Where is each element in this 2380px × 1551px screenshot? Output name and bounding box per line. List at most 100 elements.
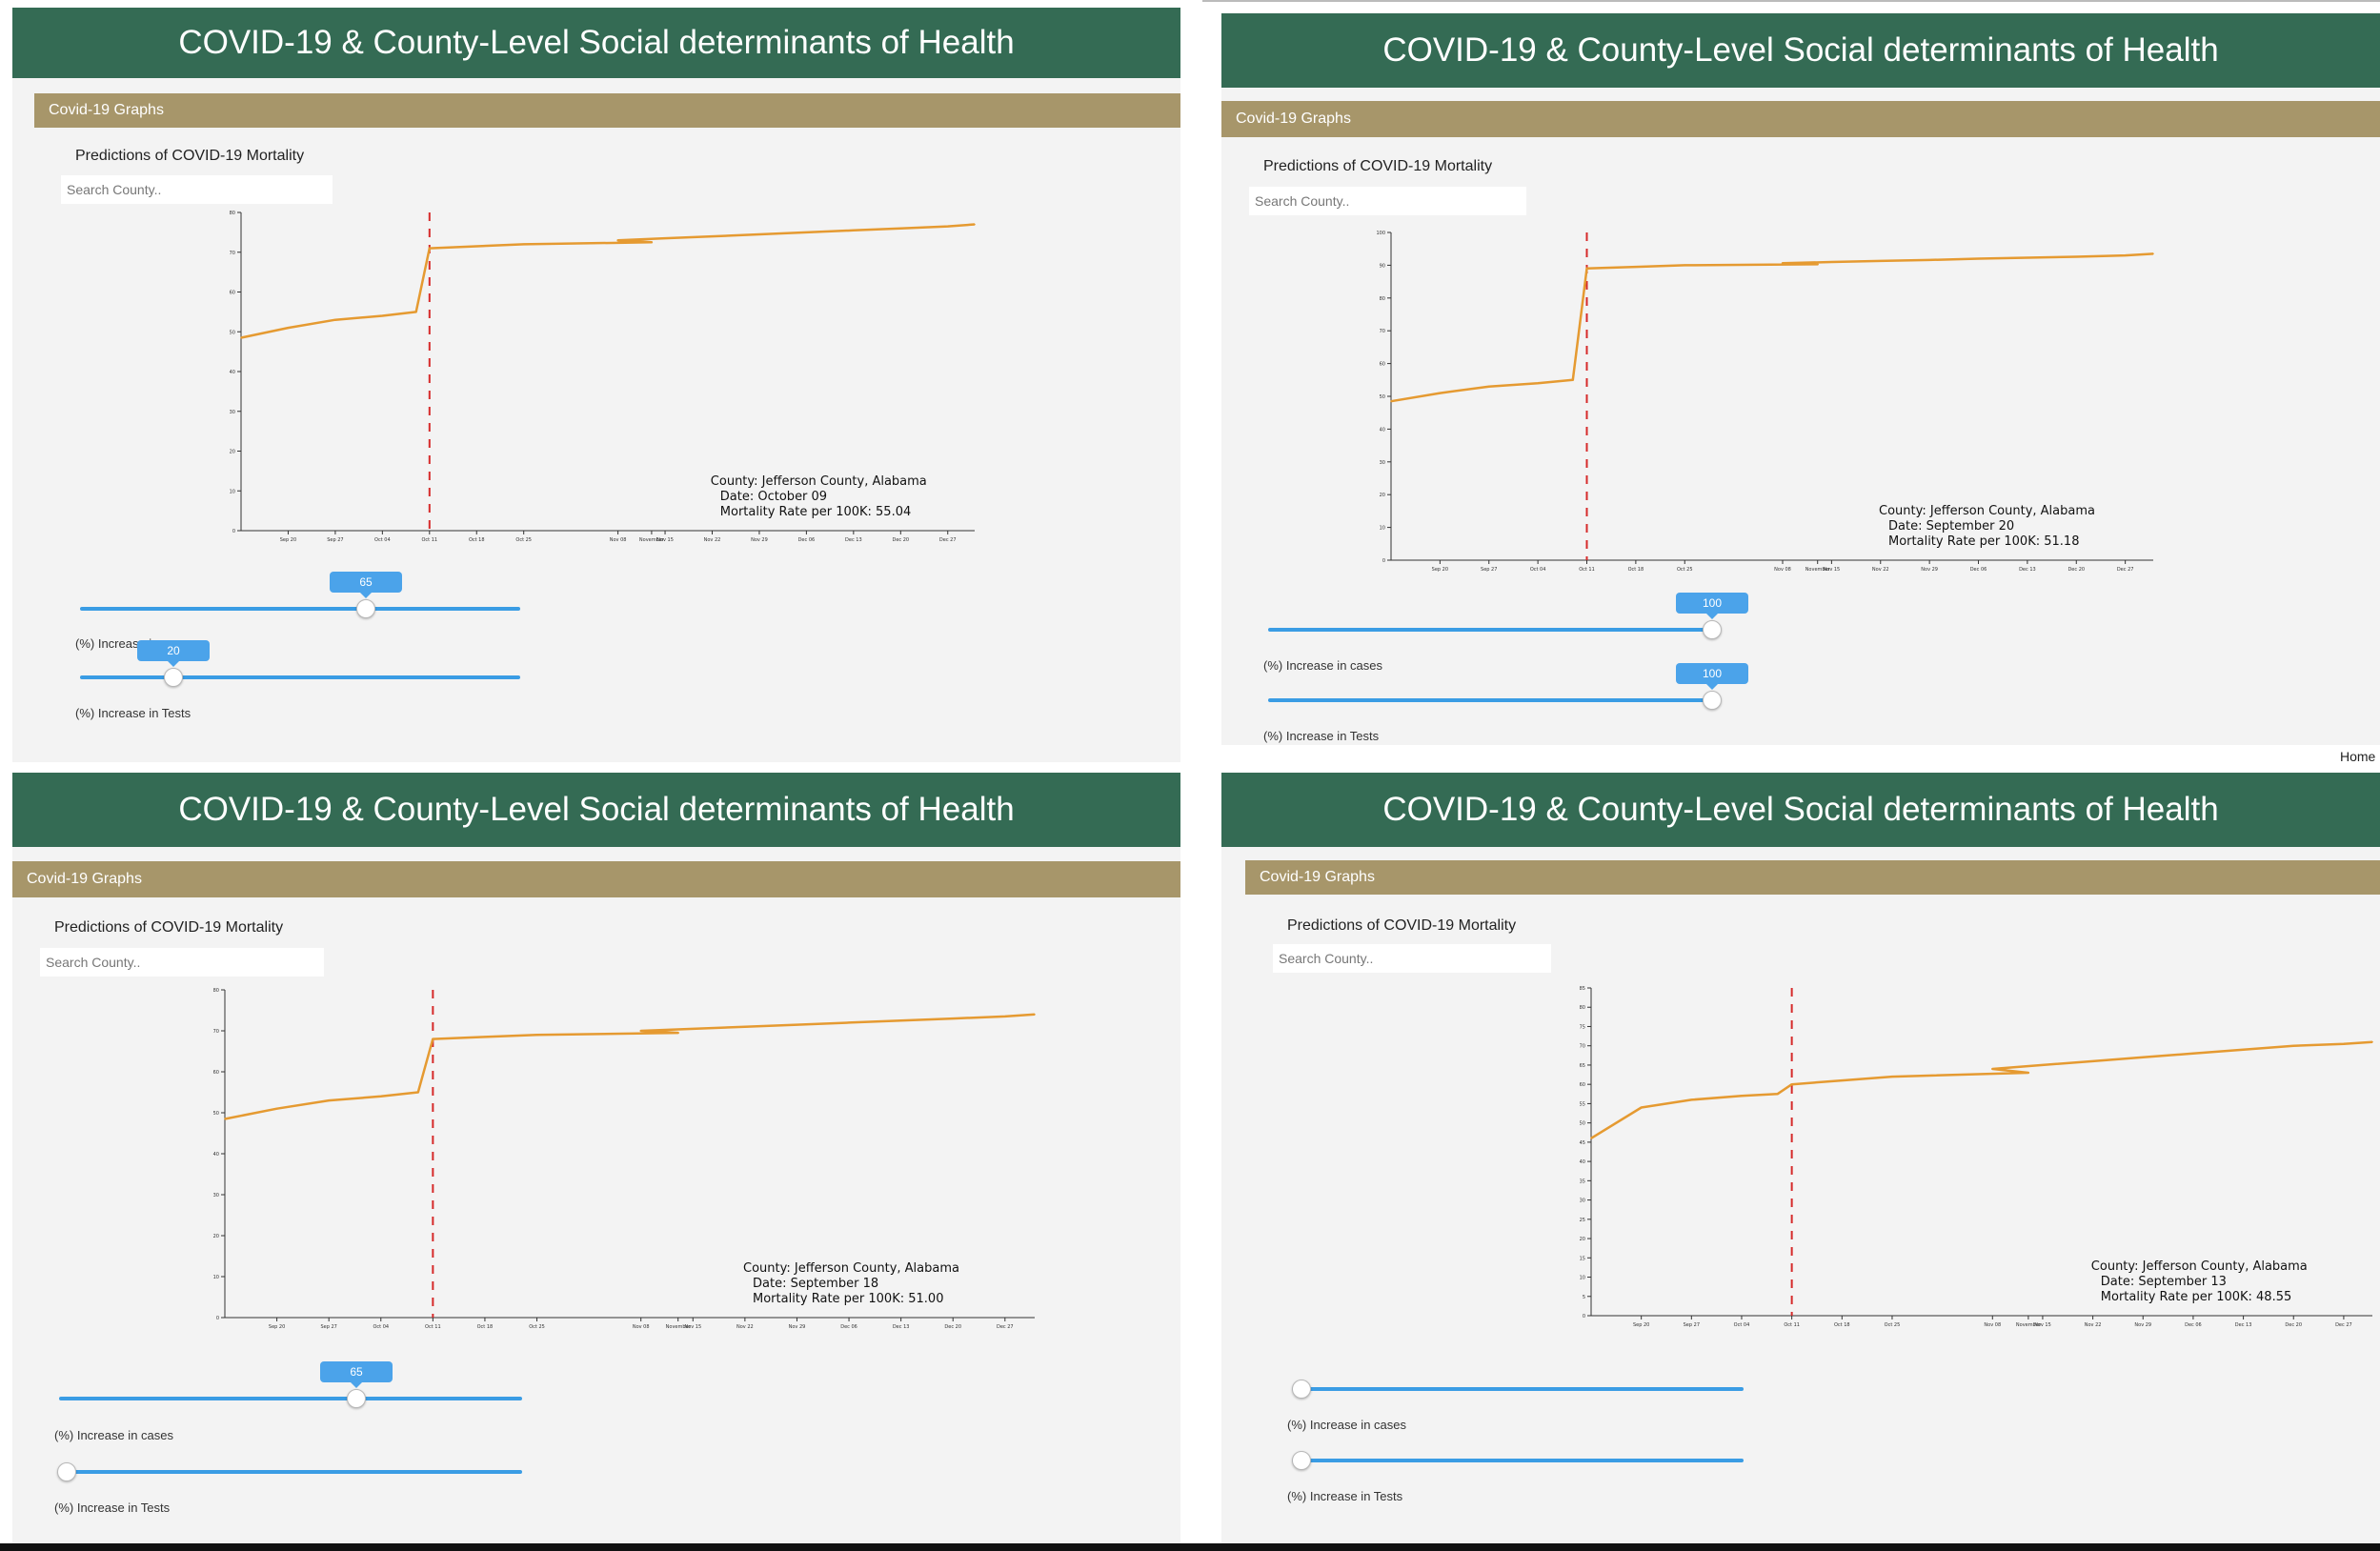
series-point bbox=[475, 245, 478, 248]
x-tick-label: Dec 06 bbox=[840, 1324, 857, 1330]
info-county: County: Jefferson County, Alabama bbox=[1879, 504, 2095, 518]
slider-track[interactable] bbox=[1268, 628, 1711, 632]
x-tick-label: Sep 27 bbox=[1684, 1322, 1700, 1328]
y-tick-label: 10 bbox=[1580, 1276, 1585, 1281]
info-mortality-rate: Mortality Rate per 100K: 51.18 bbox=[1888, 534, 2079, 549]
chart-subtitle: Predictions of COVID-19 Mortality bbox=[54, 919, 284, 936]
y-tick-label: 80 bbox=[230, 211, 235, 216]
mortality-line-chart: 0 10 20 30 40 50 60 70 80 90 100 Sep 20 Sep 27 Oct 04… bbox=[1376, 231, 2154, 573]
x-tick-label: Dec 27 bbox=[997, 1324, 1014, 1330]
y-tick-label: 80 bbox=[213, 988, 219, 994]
series-point bbox=[1590, 1138, 1592, 1139]
series-point bbox=[952, 1017, 955, 1019]
x-tick-label: Oct 11 bbox=[1579, 567, 1595, 573]
y-tick-label: 50 bbox=[230, 330, 235, 335]
y-tick-label: 20 bbox=[213, 1234, 219, 1239]
slider-track[interactable] bbox=[1292, 1387, 1744, 1391]
info-mortality-rate: Mortality Rate per 100K: 55.04 bbox=[720, 505, 911, 519]
series-point bbox=[1690, 1098, 1693, 1101]
slider-track[interactable] bbox=[59, 1470, 522, 1474]
series-point bbox=[428, 247, 431, 250]
slider-thumb[interactable] bbox=[1292, 1451, 1311, 1470]
dashboard-panel-4: COVID-19 & County-Level Social determina… bbox=[1221, 773, 2380, 1543]
x-tick-label: Dec 06 bbox=[2185, 1322, 2202, 1328]
series-point bbox=[616, 239, 619, 242]
x-tick-label: Nov 22 bbox=[704, 537, 721, 543]
slider-track[interactable] bbox=[80, 675, 520, 679]
y-tick-label: 60 bbox=[1580, 1082, 1585, 1088]
mortality-line-chart: 0 10 20 30 40 50 60 70 80 Sep 20 Sep 27 Oct 04 Oct 1… bbox=[213, 988, 1036, 1330]
tab-covid-graphs[interactable]: Covid-19 Graphs bbox=[1245, 860, 2380, 895]
slider-thumb[interactable] bbox=[1703, 691, 1722, 710]
y-tick-label: 15 bbox=[1580, 1256, 1585, 1261]
x-tick-label: Nov 08 bbox=[1984, 1322, 2001, 1328]
y-tick-label: 55 bbox=[1580, 1101, 1585, 1107]
slider-tooltip: 100 bbox=[1676, 663, 1748, 690]
slider-thumb[interactable] bbox=[57, 1462, 76, 1481]
info-date: Date: September 13 bbox=[2101, 1275, 2227, 1289]
y-tick-label: 30 bbox=[213, 1193, 219, 1198]
slider-tooltip: 65 bbox=[320, 1361, 393, 1388]
chart-subtitle: Predictions of COVID-19 Mortality bbox=[1287, 917, 1517, 934]
series-point bbox=[381, 314, 384, 317]
slider-thumb[interactable] bbox=[164, 668, 183, 687]
series-point bbox=[2027, 256, 2028, 259]
y-tick-label: 10 bbox=[213, 1275, 219, 1280]
tab-covid-graphs[interactable]: Covid-19 Graphs bbox=[1221, 101, 2380, 137]
slider-label: (%) Increase in Tests bbox=[1263, 729, 1380, 743]
slider-track[interactable] bbox=[59, 1397, 522, 1400]
x-tick-label: Sep 20 bbox=[269, 1324, 285, 1330]
series-point bbox=[2292, 1044, 2295, 1047]
info-date: Date: October 09 bbox=[720, 490, 827, 504]
series-point bbox=[1977, 257, 1980, 260]
tab-covid-graphs[interactable]: Covid-19 Graphs bbox=[34, 93, 1180, 128]
series-point bbox=[2152, 252, 2154, 255]
tab-covid-graphs[interactable]: Covid-19 Graphs bbox=[12, 861, 1180, 897]
slider-track[interactable] bbox=[1268, 698, 1711, 702]
slider-thumb[interactable] bbox=[347, 1389, 366, 1408]
x-tick-label: Dec 13 bbox=[2019, 567, 2036, 573]
panel-background bbox=[12, 773, 1180, 1543]
y-tick-label: 0 bbox=[1583, 1314, 1585, 1319]
slider-tooltip: 100 bbox=[1676, 593, 1748, 619]
series-point bbox=[744, 1025, 746, 1028]
x-tick-label: Nov 29 bbox=[789, 1324, 806, 1330]
x-tick-label: Oct 04 bbox=[1734, 1322, 1750, 1328]
series-point bbox=[1487, 385, 1490, 388]
y-tick-label: 0 bbox=[232, 529, 235, 534]
slider-tooltip: 20 bbox=[137, 640, 210, 667]
series-point bbox=[1640, 1106, 1643, 1109]
x-tick-label: Dec 20 bbox=[2285, 1322, 2302, 1328]
slider-thumb[interactable] bbox=[356, 599, 375, 618]
slider-track[interactable] bbox=[1292, 1459, 1744, 1462]
x-tick-label: Nov 08 bbox=[633, 1324, 650, 1330]
slider-label: (%) Increase in Tests bbox=[54, 1501, 171, 1515]
search-county-input[interactable] bbox=[1249, 187, 1526, 215]
x-tick-label: Sep 27 bbox=[327, 537, 343, 543]
series-point bbox=[328, 1099, 330, 1101]
x-tick-label: Oct 18 bbox=[469, 537, 485, 543]
series-point bbox=[2343, 1042, 2345, 1045]
y-tick-label: 20 bbox=[230, 450, 235, 455]
series-point bbox=[416, 1091, 419, 1094]
series-point bbox=[1891, 1076, 1893, 1078]
series-point bbox=[224, 1118, 226, 1120]
x-tick-label: Oct 11 bbox=[1784, 1322, 1800, 1328]
home-link[interactable]: Home bbox=[2340, 749, 2376, 764]
search-county-input[interactable] bbox=[61, 175, 333, 204]
slider-track[interactable] bbox=[80, 607, 520, 611]
y-tick-label: 40 bbox=[1580, 1159, 1585, 1165]
bottom-bar bbox=[0, 1543, 2380, 1551]
slider-thumb[interactable] bbox=[1703, 620, 1722, 639]
search-county-input[interactable] bbox=[40, 948, 324, 977]
slider-thumb[interactable] bbox=[1292, 1380, 1311, 1399]
y-tick-label: 10 bbox=[230, 489, 235, 494]
info-county: County: Jefferson County, Alabama bbox=[743, 1261, 959, 1276]
x-tick-label: Oct 04 bbox=[374, 537, 391, 543]
search-county-input[interactable] bbox=[1273, 944, 1551, 973]
x-tick-label: Oct 18 bbox=[477, 1324, 494, 1330]
x-tick-label: Oct 25 bbox=[1677, 567, 1693, 573]
x-tick-label: Sep 20 bbox=[1432, 567, 1448, 573]
x-tick-label: Nov 15 bbox=[2034, 1322, 2051, 1328]
x-tick-label: Dec 20 bbox=[892, 537, 909, 543]
